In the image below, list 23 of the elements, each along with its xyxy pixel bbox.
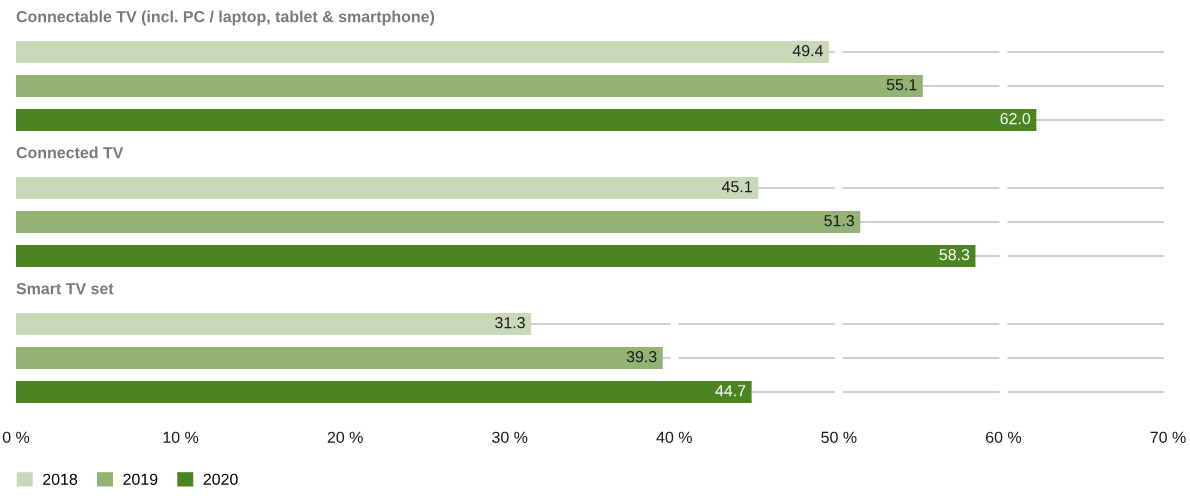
- data-label: 45.1: [721, 181, 752, 193]
- data-label: 58.3: [939, 248, 970, 261]
- legend-label: 2018: [43, 473, 78, 485]
- y-tick-label: Smart TV set: [16, 282, 114, 295]
- x-tick-label: 10 %: [163, 431, 199, 443]
- data-label: 39.3: [626, 350, 657, 363]
- legend-label: 2019: [123, 473, 158, 485]
- x-tick-label: 30 %: [492, 431, 528, 443]
- x-tick-label: 70 %: [1150, 431, 1186, 443]
- data-label: 51.3: [824, 214, 854, 227]
- y-tick-label: Connectable TV (incl. PC / laptop, tablet & smartphone): [16, 10, 435, 26]
- data-label: 62.0: [1000, 112, 1031, 125]
- x-tick-label: 50 %: [821, 431, 857, 443]
- y-tick-label: Connected TV: [16, 146, 124, 159]
- data-label: 49.4: [792, 44, 823, 57]
- x-tick-label: 0 %: [2, 431, 30, 443]
- data-label: 31.3: [495, 316, 525, 329]
- x-tick-label: 60 %: [986, 431, 1022, 443]
- x-tick-label: 40 %: [656, 431, 692, 443]
- data-label: 55.1: [886, 79, 917, 91]
- data-label: 44.7: [715, 385, 746, 397]
- x-tick-label: 20 %: [327, 431, 363, 443]
- legend-label: 2020: [203, 473, 238, 485]
